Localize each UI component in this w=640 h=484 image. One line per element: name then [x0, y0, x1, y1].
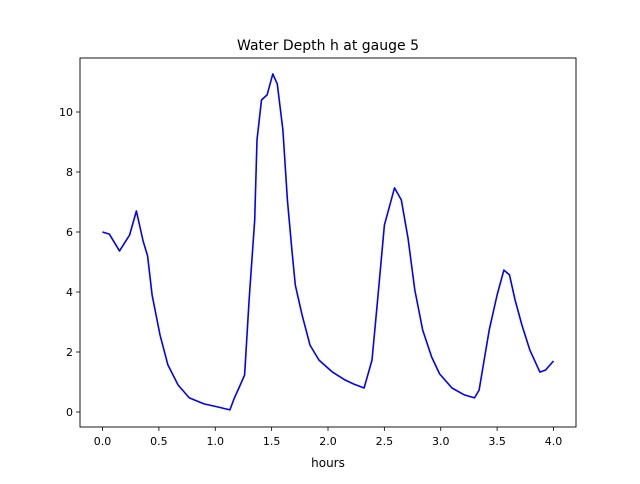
x-tick-label: 0.5	[150, 435, 168, 448]
axis-ticks: 0.0 0.5 1.0 1.5 2.0 2.5 3.0 3.5 4.0 0 2 4 6 8 10	[59, 106, 562, 448]
y-tick-label: 0	[66, 406, 73, 419]
y-tick-label: 2	[66, 346, 73, 359]
x-tick-label: 2.5	[376, 435, 394, 448]
y-tick-label: 6	[66, 226, 73, 239]
y-tick-label: 10	[59, 106, 73, 119]
x-tick-label: 0.0	[94, 435, 112, 448]
x-tick-label: 3.5	[488, 435, 506, 448]
x-axis-label: hours	[311, 456, 345, 470]
series-line-h	[102, 73, 555, 411]
y-tick-label: 8	[66, 166, 73, 179]
x-tick-label: 3.0	[432, 435, 450, 448]
plot-frame	[79, 57, 577, 428]
x-tick-label: 2.0	[319, 435, 337, 448]
y-tick-label: 4	[66, 286, 73, 299]
chart-title: Water Depth h at gauge 5	[237, 38, 419, 54]
x-tick-label: 1.0	[207, 435, 225, 448]
x-tick-label: 1.5	[263, 435, 281, 448]
x-tick-label: 4.0	[545, 435, 563, 448]
